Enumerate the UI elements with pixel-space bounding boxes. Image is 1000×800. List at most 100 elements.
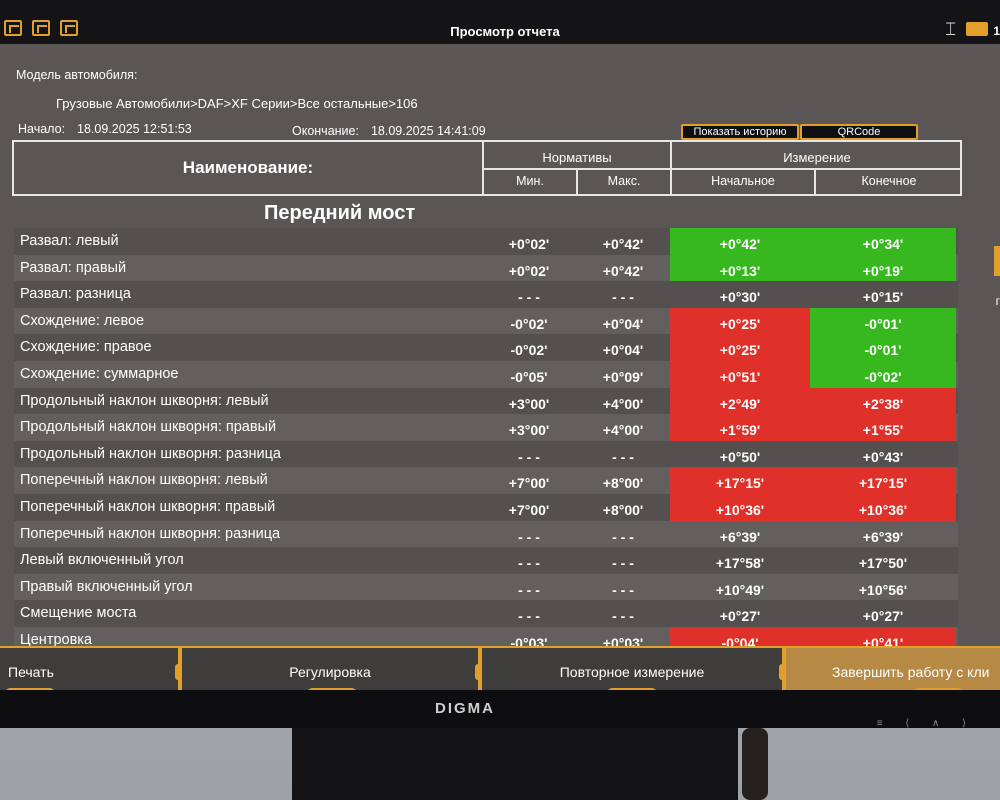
adjust-button[interactable]: Регулировка F2 — [180, 646, 480, 690]
max-value: - - - — [612, 555, 634, 572]
start-time: Начало: 18.09.2025 12:51:53 — [18, 122, 192, 136]
final-value: +0°27' — [862, 608, 904, 625]
export-icon[interactable] — [4, 20, 22, 36]
final-status-cell — [810, 334, 956, 361]
measurement-header: Измерение — [783, 150, 851, 165]
min-value: -0°02' — [510, 342, 548, 359]
initial-value: +6°39' — [719, 528, 761, 545]
text-cursor-icon[interactable]: ⌶ — [945, 19, 956, 39]
min-value: - - - — [518, 289, 540, 306]
row-name: Левый включенный угол — [20, 552, 184, 569]
f4-key-badge: F4 — [912, 688, 964, 690]
initial-status-cell — [670, 493, 810, 521]
final-value: +0°19' — [862, 262, 904, 279]
max-value: +0°09' — [602, 368, 644, 385]
monitor-controls[interactable]: ≡ ⟨ ∧ ⟩ — [876, 718, 976, 729]
min-value: - - - — [518, 581, 540, 598]
max-value: +0°04' — [602, 342, 644, 359]
vehicle-icon[interactable] — [32, 20, 50, 36]
tray-icons: ⌶ — [945, 20, 988, 38]
final-value: +17°15' — [858, 475, 908, 492]
model-path: Грузовые Автомобили>DAF>XF Серии>Все ост… — [56, 96, 418, 111]
divider — [576, 170, 578, 194]
final-value: +10°36' — [858, 501, 908, 518]
initial-status-cell — [670, 414, 810, 441]
min-value: +0°02' — [508, 236, 550, 252]
toolbar-icons — [4, 20, 78, 36]
monitor: Модель автомобиля: Грузовые Автомобили>D… — [0, 0, 1000, 729]
window-title: Просмотр отчета — [450, 24, 560, 39]
name-column-header: Наименование: — [182, 158, 314, 177]
initial-value: +1°59' — [719, 422, 761, 439]
row-name: Продольный наклон шкворня: правый — [20, 419, 277, 436]
table-row: Схождение: суммарное -0°05' +0°09' +0°51' -0… — [14, 360, 958, 388]
title-bar: Просмотр отчета ⌶ 1 — [0, 0, 1000, 44]
initial-value: +2°49' — [719, 395, 761, 412]
table-row: Развал: разница - - - - - - +0°30' +0°15' — [14, 281, 958, 308]
remeasure-label: Повторное измерение — [559, 664, 705, 680]
max-value: - - - — [612, 528, 634, 545]
min-value: - - - — [518, 528, 540, 545]
final-value: +17°50' — [858, 555, 908, 572]
min-value: +3°00' — [508, 395, 550, 412]
adjust-label: Регулировка — [289, 664, 371, 680]
end-time: Окончание: 18.09.2025 14:41:09 — [292, 124, 486, 138]
final-value: +0°43' — [862, 448, 904, 465]
table-row: Правый включенный угол - - - - - - +10°49' +… — [14, 573, 958, 601]
max-value: +4°00' — [602, 422, 644, 439]
initial-value: +10°49' — [715, 581, 765, 598]
table-row: Поперечный наклон шкворня: разница - - - -… — [14, 520, 958, 548]
initial-value: +0°25' — [719, 342, 761, 359]
end-value: 18.09.2025 14:41:09 — [370, 124, 486, 138]
function-keys-bar: Печать F1 Регулировка F2 Повторное измер… — [0, 646, 1000, 690]
finish-button[interactable]: Завершить работу с кли F4 — [784, 646, 1000, 690]
divider — [482, 168, 960, 170]
initial-status-cell — [670, 467, 810, 494]
initial-value: +0°30' — [719, 289, 761, 306]
final-value: +2°38' — [862, 395, 904, 412]
qrcode-button[interactable]: QRCode — [800, 124, 918, 140]
final-status-cell — [810, 254, 956, 282]
f2-key-badge: F2 — [306, 688, 358, 690]
show-history-button[interactable]: Показать историю — [681, 124, 799, 140]
final-value: +0°34' — [862, 236, 904, 252]
final-status-cell — [810, 228, 956, 255]
table-row: Развал: левый +0°02' +0°42' +0°42' +0°34' — [14, 228, 958, 255]
model-label: Модель автомобиля: — [16, 68, 138, 82]
image-icon[interactable] — [60, 20, 78, 36]
side-tab[interactable] — [994, 246, 1000, 276]
min-value: +7°00' — [508, 501, 550, 518]
table-row: Левый включенный угол - - - - - - +17°58' +1… — [14, 547, 958, 574]
min-value: - - - — [518, 448, 540, 465]
row-name: Правый включенный угол — [20, 578, 193, 595]
initial-value: +10°36' — [715, 501, 765, 518]
final-status-cell — [810, 307, 956, 335]
app-screen: Модель автомобиля: Грузовые Автомобили>D… — [0, 18, 1000, 690]
max-value: - - - — [612, 289, 634, 306]
final-header: Конечное — [861, 174, 917, 188]
row-name: Развал: левый — [20, 233, 119, 249]
section-title: Передний мост — [264, 202, 416, 224]
table-row: Смещение моста - - - - - - +0°27' +0°27' — [14, 600, 958, 627]
f1-key-badge: F1 — [4, 688, 56, 690]
max-value: +0°42' — [602, 262, 644, 279]
table-row: Продольный наклон шкворня: правый +3°00' +… — [14, 414, 958, 441]
print-label: Печать — [8, 664, 54, 680]
row-name: Схождение: суммарное — [20, 365, 179, 382]
final-value: -0°01' — [864, 342, 902, 359]
final-value: +0°15' — [862, 289, 904, 306]
keyboard-icon[interactable] — [966, 22, 988, 36]
print-button[interactable]: Печать F1 — [0, 646, 180, 690]
final-status-cell — [810, 493, 956, 521]
min-header: Мин. — [516, 174, 544, 188]
row-name: Продольный наклон шкворня: левый — [20, 392, 269, 409]
start-label: Начало: — [18, 122, 66, 136]
row-name: Центровка — [20, 631, 92, 648]
min-value: +3°00' — [508, 422, 550, 439]
min-value: - - - — [518, 555, 540, 572]
table-header: Наименование: Нормативы Измерение Мин. М… — [12, 140, 962, 196]
min-value: -0°02' — [510, 315, 548, 332]
remeasure-button[interactable]: Повторное измерение F3 — [480, 646, 784, 690]
final-status-cell — [810, 467, 956, 494]
final-value: +10°56' — [858, 581, 908, 598]
